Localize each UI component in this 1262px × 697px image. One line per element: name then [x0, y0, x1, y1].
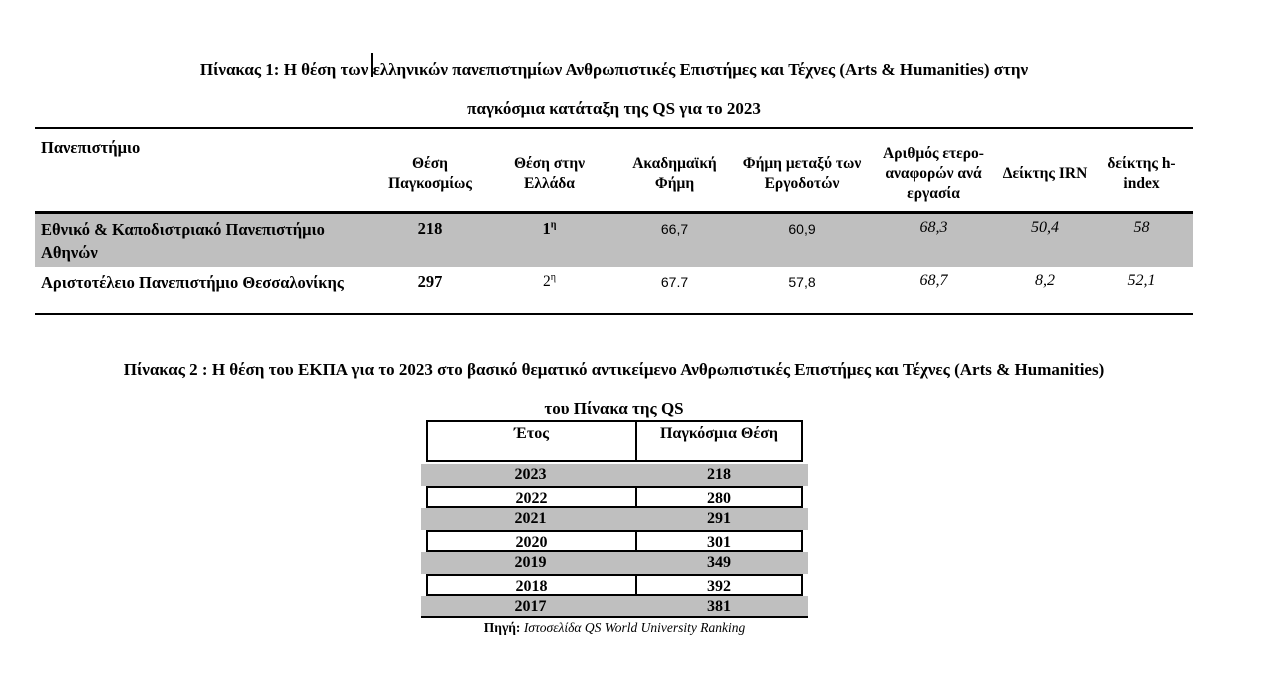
text-cursor: [371, 53, 373, 77]
year-value: 2017: [514, 598, 547, 615]
h-index-value: 58: [1133, 218, 1150, 236]
table2-ekpa-history: Έτος Παγκόσμια Θέση 2023 218 2022 280 20…: [421, 420, 808, 618]
table2-header-world-rank: Παγκόσμια Θέση: [659, 425, 778, 442]
table1-header-row: Πανεπιστήμιο Θέση Παγκοσμίως Θέση στην Ε…: [35, 128, 1193, 212]
table2-header-row: Έτος Παγκόσμια Θέση: [426, 420, 803, 462]
world-rank-value: 218: [417, 218, 443, 238]
academic-reputation-value: 66,7: [660, 220, 689, 237]
table-row: 2022 280: [426, 486, 803, 508]
university-name: Εθνικό & Καποδιστριακό Πανεπιστήμιο Αθην…: [41, 219, 325, 263]
table2-header-year: Έτος: [428, 422, 637, 460]
table1-header-employer-reputation: Φήμη μεταξύ των Εργοδοτών: [742, 154, 862, 192]
table1-header-citations-per-paper: Αριθμός ετερο-αναφορών ανά εργασία: [883, 144, 984, 202]
h-index-value: 52,1: [1127, 272, 1156, 290]
table1-header-irn-index: Δείκτης IRN: [1002, 164, 1088, 182]
rank-ordinal-suffix: η: [550, 219, 557, 230]
citations-per-paper-value: 68,7: [919, 272, 948, 290]
table-row: 2017 381: [421, 596, 808, 618]
university-name: Αριστοτέλειο Πανεπιστήμιο Θεσσαλονίκης: [41, 273, 344, 293]
year-value: 2023: [514, 466, 547, 483]
table1-header-h-index: δείκτης h-index: [1107, 154, 1176, 192]
world-rank-value: 349: [707, 554, 731, 571]
irn-index-value: 8,2: [1035, 272, 1055, 290]
employer-reputation-value: 60,9: [788, 220, 816, 237]
employer-reputation-value: 57,8: [788, 274, 816, 291]
table-row: Εθνικό & Καποδιστριακό Πανεπιστήμιο Αθην…: [35, 212, 1193, 268]
year-value: 2018: [428, 576, 637, 595]
table-row: 2020 301: [426, 530, 803, 552]
table-row: 2019 349: [421, 552, 808, 574]
table-row: Αριστοτέλειο Πανεπιστήμιο Θεσσαλονίκης 2…: [35, 267, 1193, 314]
year-value: 2020: [428, 532, 637, 551]
table-row: 2018 392: [426, 574, 803, 596]
table1-title-line1: Πίνακας 1: Η θέση των ελληνικών πανεπιστ…: [199, 60, 1029, 79]
table1-title: Πίνακας 1: Η θέση των ελληνικών πανεπιστ…: [35, 50, 1193, 128]
table1-header-world-rank: Θέση Παγκοσμίως: [388, 154, 472, 192]
table-row: 2021 291: [421, 508, 808, 530]
rank-ordinal-suffix: η: [550, 272, 556, 284]
world-rank-value: 392: [707, 578, 731, 595]
table1-title-line2: παγκόσμια κατάταξη της QS για το 2023: [467, 99, 761, 118]
table1-rankings: Πανεπιστήμιο Θέση Παγκοσμίως Θέση στην Ε…: [35, 127, 1193, 316]
table1-header-academic-reputation: Ακαδημαϊκή Φήμη: [632, 154, 717, 192]
table1-header-greece-rank: Θέση στην Ελλάδα: [513, 154, 586, 192]
table-row: 2023 218: [421, 464, 808, 486]
year-value: 2022: [428, 488, 637, 507]
greece-rank-value: 1η: [542, 218, 557, 238]
citations-per-paper-value: 68,3: [919, 218, 948, 236]
world-rank-value: 218: [707, 466, 731, 483]
table1-header-university: Πανεπιστήμιο: [41, 138, 141, 157]
source-label: Πηγή:: [483, 620, 521, 635]
irn-index-value: 50,4: [1031, 218, 1059, 236]
table2-title-line2: του Πίνακα της QS: [544, 399, 684, 418]
source-note: Πηγή: Ιστοσελίδα QS World University Ran…: [426, 620, 803, 636]
world-rank-value: 291: [707, 510, 731, 527]
world-rank-value: 301: [707, 534, 731, 551]
table2-title-line1: Πίνακας 2 : Η θέση του ΕΚΠΑ για το 2023 …: [123, 360, 1105, 379]
world-rank-value: 297: [417, 272, 443, 292]
source-text: Ιστοσελίδα QS World University Ranking: [523, 620, 746, 635]
table2-title: Πίνακας 2 : Η θέση του ΕΚΠΑ για το 2023 …: [35, 350, 1193, 428]
year-value: 2021: [514, 510, 547, 527]
academic-reputation-value: 67.7: [660, 274, 689, 291]
greece-rank-value: 2η: [543, 272, 556, 291]
world-rank-value: 280: [707, 490, 731, 507]
world-rank-value: 381: [707, 598, 731, 615]
year-value: 2019: [514, 554, 547, 571]
